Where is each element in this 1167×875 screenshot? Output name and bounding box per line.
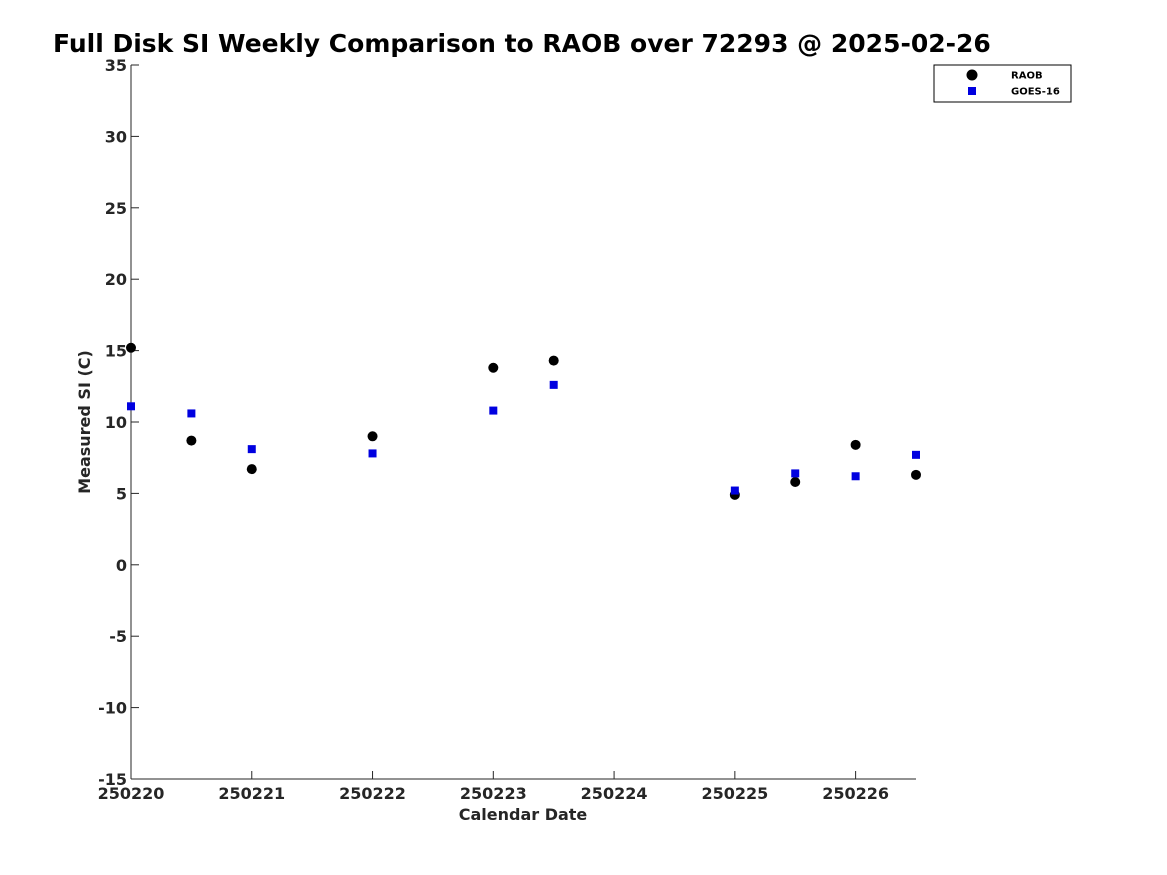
- x-tick-label: 250225: [701, 784, 768, 803]
- data-point: [912, 450, 920, 459]
- y-tick-label: 20: [105, 270, 127, 289]
- x-tick-label: 250221: [218, 784, 285, 803]
- data-point: [187, 409, 196, 418]
- y-tick-label: 25: [105, 199, 127, 218]
- series-goes-16: [127, 380, 920, 495]
- series-raob: [126, 342, 921, 500]
- y-tick-label: 10: [105, 413, 127, 432]
- data-point: [791, 469, 800, 478]
- y-tick-label: 5: [116, 484, 127, 503]
- chart-title: Full Disk SI Weekly Comparison to RAOB o…: [53, 29, 991, 58]
- legend-label: RAOB: [1011, 71, 1043, 82]
- data-point: [549, 380, 558, 389]
- data-points: [126, 342, 921, 500]
- x-tick-label: 250220: [98, 784, 165, 803]
- x-tick-label: 250224: [581, 784, 648, 803]
- data-point: [911, 469, 921, 480]
- x-axis-label: Calendar Date: [459, 805, 588, 824]
- data-point: [730, 486, 739, 495]
- data-point: [850, 439, 861, 450]
- y-ticks: 35 30 25 20 15 10 5 0 -5 -10 -15: [98, 56, 139, 789]
- data-point: [126, 342, 136, 353]
- data-point: [127, 402, 135, 411]
- y-tick-label: -5: [109, 627, 127, 646]
- data-point: [548, 355, 559, 366]
- axes: [130, 65, 916, 780]
- x-tick-label: 250226: [822, 784, 889, 803]
- data-point: [488, 362, 499, 373]
- y-tick-label: -10: [98, 699, 127, 718]
- data-point: [246, 464, 257, 475]
- y-tick-label: 35: [105, 56, 127, 75]
- data-point: [367, 431, 378, 442]
- legend-marker: [968, 87, 976, 95]
- data-point: [489, 406, 498, 415]
- legend-marker: [966, 69, 978, 81]
- x-tick-label: 250223: [460, 784, 527, 803]
- y-tick-label: 30: [105, 127, 127, 146]
- legend: RAOB GOES-16: [933, 64, 1072, 103]
- y-tick-label: 0: [116, 556, 127, 575]
- data-point: [368, 449, 377, 458]
- y-tick-label: -15: [98, 770, 127, 789]
- legend-label: GOES-16: [1011, 87, 1060, 98]
- data-point: [247, 445, 256, 454]
- x-tick-label: 250222: [339, 784, 406, 803]
- data-point: [790, 476, 801, 487]
- y-axis-label: Measured SI (C): [75, 350, 94, 494]
- legend-box: [933, 64, 1072, 103]
- data-point: [186, 435, 197, 446]
- data-point: [851, 472, 860, 481]
- y-tick-label: 15: [105, 342, 127, 361]
- legend-items: RAOB GOES-16: [966, 69, 1060, 98]
- x-ticks: 250220 250221 250222 250223 250224 250225 2502…: [98, 771, 889, 803]
